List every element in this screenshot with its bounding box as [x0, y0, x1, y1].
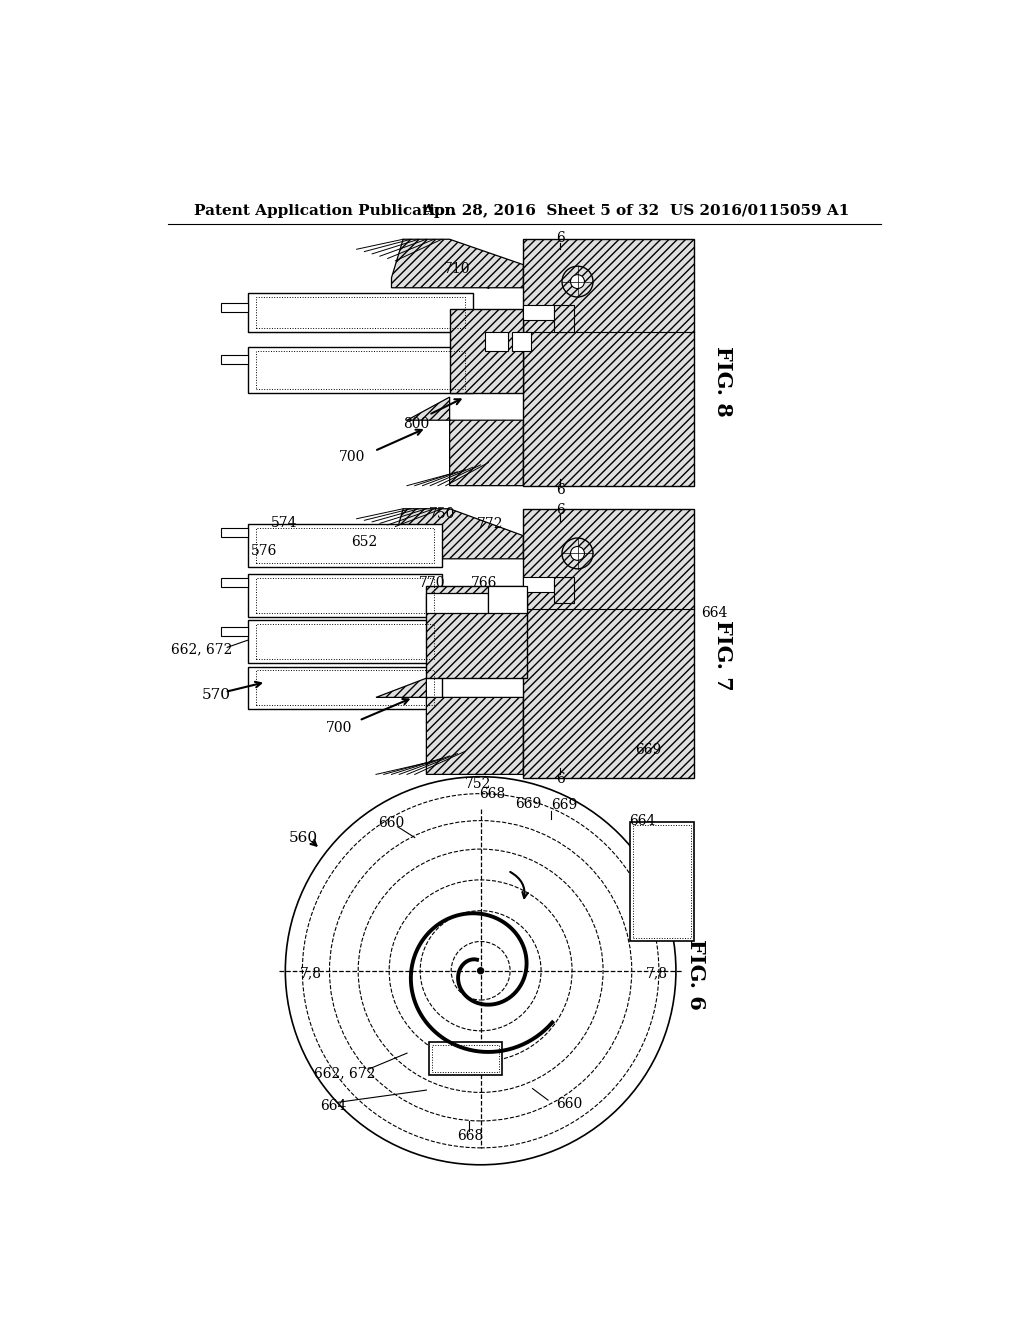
- Bar: [512, 331, 531, 351]
- Bar: [248, 293, 473, 331]
- Bar: [523, 577, 554, 591]
- Bar: [523, 508, 693, 779]
- Text: 7,8: 7,8: [646, 966, 668, 979]
- Polygon shape: [376, 678, 523, 775]
- Text: 750: 750: [429, 507, 455, 521]
- Bar: [450, 309, 523, 393]
- Text: 800: 800: [403, 417, 429, 432]
- Text: 6: 6: [556, 503, 565, 516]
- Bar: [221, 304, 248, 313]
- Bar: [248, 620, 442, 663]
- Text: 662, 672: 662, 672: [314, 1067, 376, 1080]
- Text: 669: 669: [515, 797, 542, 810]
- Bar: [256, 297, 465, 327]
- Text: 660: 660: [556, 1097, 582, 1111]
- Text: 6: 6: [556, 231, 565, 244]
- Text: 664: 664: [629, 813, 655, 828]
- Text: 664: 664: [701, 606, 728, 619]
- Bar: [488, 586, 527, 612]
- Bar: [248, 524, 442, 566]
- Bar: [630, 822, 693, 941]
- Text: 766: 766: [471, 577, 497, 590]
- Text: 6: 6: [556, 483, 565, 496]
- Bar: [256, 671, 434, 705]
- Text: 710: 710: [444, 261, 471, 276]
- Text: FIG. 6: FIG. 6: [686, 939, 706, 1010]
- Bar: [432, 1045, 500, 1072]
- Text: 652: 652: [351, 535, 378, 549]
- Bar: [221, 528, 248, 537]
- Text: 668: 668: [458, 1130, 483, 1143]
- Text: 6: 6: [556, 772, 565, 785]
- Text: 570: 570: [202, 688, 230, 702]
- Text: 664: 664: [321, 1098, 346, 1113]
- Bar: [554, 305, 573, 331]
- Bar: [248, 667, 442, 709]
- Text: Apr. 28, 2016  Sheet 5 of 32: Apr. 28, 2016 Sheet 5 of 32: [423, 203, 659, 218]
- Text: 700: 700: [326, 721, 352, 735]
- Bar: [256, 351, 465, 389]
- Bar: [248, 347, 473, 393]
- Bar: [484, 331, 508, 351]
- Polygon shape: [391, 239, 523, 288]
- Bar: [256, 528, 434, 562]
- Text: 772: 772: [477, 517, 503, 531]
- Bar: [633, 825, 690, 939]
- Text: 669: 669: [551, 799, 578, 812]
- Text: 752: 752: [465, 776, 492, 791]
- Text: 669: 669: [636, 743, 662, 756]
- Bar: [426, 594, 488, 612]
- Text: 574: 574: [271, 516, 298, 529]
- Circle shape: [477, 968, 483, 974]
- Polygon shape: [391, 508, 523, 558]
- Bar: [426, 586, 527, 678]
- Text: 560: 560: [289, 830, 318, 845]
- Bar: [523, 239, 693, 486]
- Text: 662, 672: 662, 672: [171, 643, 232, 656]
- Bar: [221, 627, 248, 636]
- Text: FIG. 8: FIG. 8: [713, 346, 733, 417]
- Text: 576: 576: [251, 544, 276, 558]
- Circle shape: [570, 275, 585, 289]
- Text: 668: 668: [479, 787, 505, 801]
- Text: US 2016/0115059 A1: US 2016/0115059 A1: [671, 203, 850, 218]
- Bar: [221, 578, 248, 587]
- Polygon shape: [407, 397, 523, 486]
- Text: Patent Application Publication: Patent Application Publication: [194, 203, 456, 218]
- Bar: [523, 305, 554, 321]
- Bar: [256, 578, 434, 612]
- Bar: [221, 355, 248, 364]
- Text: 700: 700: [339, 450, 366, 465]
- Bar: [248, 574, 442, 616]
- Text: 7,8: 7,8: [300, 966, 323, 979]
- Circle shape: [570, 546, 585, 561]
- Text: FIG. 7: FIG. 7: [713, 619, 733, 690]
- Text: 770: 770: [419, 577, 445, 590]
- Bar: [554, 577, 573, 603]
- Text: 660: 660: [378, 816, 404, 830]
- Bar: [256, 624, 434, 659]
- Bar: [429, 1043, 503, 1074]
